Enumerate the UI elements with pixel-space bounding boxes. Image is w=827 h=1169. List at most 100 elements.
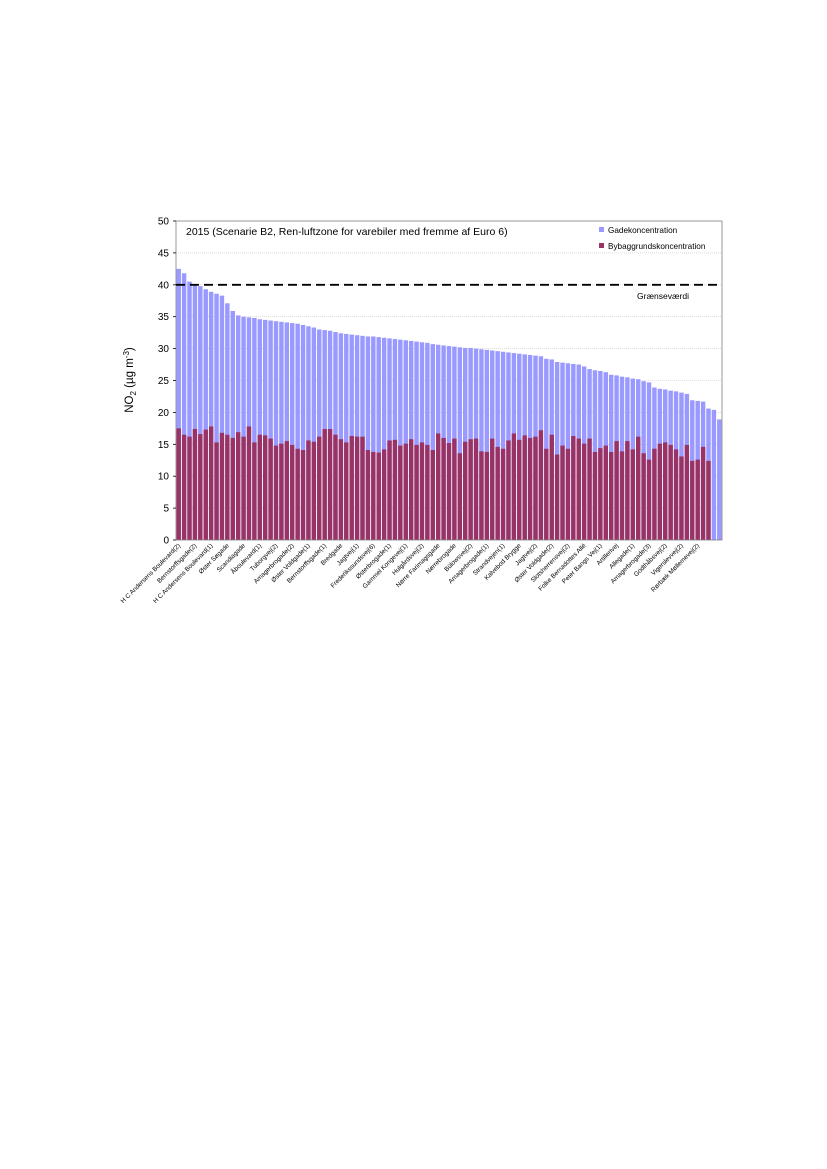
bar-gadekoncentration bbox=[711, 409, 717, 540]
bar-bybaggrundskoncentration bbox=[490, 438, 495, 540]
axes bbox=[173, 220, 723, 541]
bar-gadekoncentration bbox=[306, 326, 311, 540]
bar-gadekoncentration bbox=[235, 315, 241, 540]
bar-bybaggrundskoncentration bbox=[187, 436, 192, 540]
bar-bybaggrundskoncentration bbox=[208, 426, 214, 540]
y-axis-label: NO2 (µg m-3) bbox=[122, 347, 138, 413]
bar-bybaggrundskoncentration bbox=[473, 438, 479, 540]
bar-bybaggrundskoncentration bbox=[484, 451, 490, 540]
y-tick-label: 35 bbox=[158, 312, 170, 323]
bar-bybaggrundskoncentration bbox=[317, 436, 322, 540]
bar-bybaggrundskoncentration bbox=[522, 435, 527, 540]
y-tick-label: 20 bbox=[158, 408, 170, 419]
bar-bybaggrundskoncentration bbox=[495, 446, 500, 540]
bar-bybaggrundskoncentration bbox=[630, 449, 636, 540]
bar-gadekoncentration bbox=[376, 337, 381, 540]
y-tick-label: 45 bbox=[158, 248, 170, 259]
bar-bybaggrundskoncentration bbox=[576, 438, 581, 540]
bar-bybaggrundskoncentration bbox=[214, 442, 219, 540]
legend-swatch-gadekoncentration bbox=[599, 227, 604, 232]
bar-bybaggrundskoncentration bbox=[284, 441, 290, 540]
bar-gadekoncentration bbox=[225, 303, 230, 540]
bar-bybaggrundskoncentration bbox=[544, 448, 549, 540]
bar-gadekoncentration bbox=[214, 293, 219, 540]
bar-bybaggrundskoncentration bbox=[446, 443, 452, 540]
bar-bybaggrundskoncentration bbox=[457, 453, 463, 540]
bar-bybaggrundskoncentration bbox=[198, 434, 203, 540]
bar-gadekoncentration bbox=[241, 316, 246, 540]
bar-gadekoncentration bbox=[187, 281, 192, 540]
bar-bybaggrundskoncentration bbox=[479, 451, 484, 540]
bar-bybaggrundskoncentration bbox=[279, 443, 284, 540]
bar-gadekoncentration bbox=[398, 339, 403, 540]
bar-bybaggrundskoncentration bbox=[435, 433, 441, 540]
bar-bybaggrundskoncentration bbox=[192, 428, 198, 540]
bar-gadekoncentration bbox=[554, 361, 560, 540]
bar-bybaggrundskoncentration bbox=[246, 426, 252, 540]
bar-gadekoncentration bbox=[495, 351, 500, 540]
bar-gadekoncentration bbox=[717, 419, 722, 540]
bar-bybaggrundskoncentration bbox=[257, 434, 263, 540]
limit-label: Grænseværdi bbox=[637, 291, 689, 301]
background-concentration-bars bbox=[176, 426, 711, 540]
y-tick-labels: 0 5 10 15 20 25 30 35 40 45 50 bbox=[158, 217, 170, 547]
bar-bybaggrundskoncentration bbox=[403, 443, 408, 540]
bar-bybaggrundskoncentration bbox=[387, 440, 392, 540]
bar-bybaggrundskoncentration bbox=[327, 428, 333, 540]
bar-bybaggrundskoncentration bbox=[381, 449, 387, 540]
bar-gadekoncentration bbox=[365, 336, 371, 540]
x-tick-labels: H C Andersens Boulevard(2)Bernstorffsgad… bbox=[120, 541, 701, 605]
bar-gadekoncentration bbox=[198, 286, 203, 540]
bar-gadekoncentration bbox=[500, 351, 506, 540]
bar-bybaggrundskoncentration bbox=[565, 448, 571, 540]
bar-bybaggrundskoncentration bbox=[311, 441, 317, 540]
bar-bybaggrundskoncentration bbox=[517, 439, 522, 540]
bar-bybaggrundskoncentration bbox=[262, 435, 268, 540]
bar-gadekoncentration bbox=[338, 333, 344, 540]
bar-bybaggrundskoncentration bbox=[203, 429, 208, 540]
y-tick-label: 25 bbox=[158, 376, 170, 387]
bar-bybaggrundskoncentration bbox=[441, 437, 446, 540]
bar-bybaggrundskoncentration bbox=[657, 443, 663, 540]
bar-bybaggrundskoncentration bbox=[511, 433, 517, 540]
bar-bybaggrundskoncentration bbox=[290, 444, 295, 540]
bar-gadekoncentration bbox=[203, 289, 208, 540]
bar-bybaggrundskoncentration bbox=[273, 445, 279, 540]
bar-bybaggrundskoncentration bbox=[549, 434, 554, 540]
y-tick-label: 5 bbox=[163, 504, 169, 515]
bar-gadekoncentration bbox=[257, 319, 263, 540]
bar-bybaggrundskoncentration bbox=[241, 436, 246, 540]
bar-gadekoncentration bbox=[295, 323, 300, 540]
y-tick-label: 15 bbox=[158, 440, 170, 451]
bar-bybaggrundskoncentration bbox=[463, 441, 468, 540]
y-tick-label: 50 bbox=[158, 217, 170, 228]
bar-bybaggrundskoncentration bbox=[344, 442, 349, 540]
bar-bybaggrundskoncentration bbox=[295, 448, 300, 540]
bar-bybaggrundskoncentration bbox=[252, 442, 257, 540]
bar-bybaggrundskoncentration bbox=[392, 439, 398, 540]
bar-bybaggrundskoncentration bbox=[230, 437, 235, 540]
bar-gadekoncentration bbox=[273, 321, 279, 540]
bar-bybaggrundskoncentration bbox=[598, 448, 603, 540]
bar-bybaggrundskoncentration bbox=[219, 432, 225, 540]
y-tick-label: 40 bbox=[158, 280, 170, 291]
bar-gadekoncentration bbox=[419, 342, 425, 540]
bar-bybaggrundskoncentration bbox=[684, 444, 690, 540]
bar-bybaggrundskoncentration bbox=[619, 451, 625, 540]
bar-bybaggrundskoncentration bbox=[181, 434, 187, 540]
bar-bybaggrundskoncentration bbox=[641, 453, 646, 540]
bar-bybaggrundskoncentration bbox=[225, 434, 230, 540]
bar-gadekoncentration bbox=[344, 333, 349, 540]
bar-gadekoncentration bbox=[252, 317, 257, 540]
bar-gadekoncentration bbox=[300, 324, 306, 540]
bar-bybaggrundskoncentration bbox=[425, 444, 430, 540]
bar-bybaggrundskoncentration bbox=[268, 438, 273, 540]
y-tick-label: 30 bbox=[158, 344, 170, 355]
bar-gadekoncentration bbox=[371, 336, 376, 540]
bar-gadekoncentration bbox=[181, 273, 187, 540]
bar-gadekoncentration bbox=[381, 337, 387, 540]
bar-gadekoncentration bbox=[387, 338, 392, 540]
bar-bybaggrundskoncentration bbox=[571, 436, 576, 540]
bar-gadekoncentration bbox=[192, 284, 198, 540]
bar-bybaggrundskoncentration bbox=[635, 436, 641, 540]
